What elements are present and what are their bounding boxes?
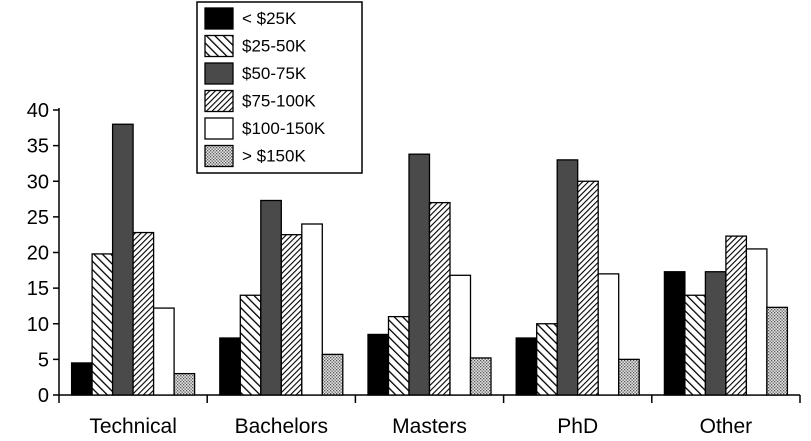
- bar-masters-150k: [469, 357, 492, 396]
- legend-swatch-25-50k: [204, 34, 234, 58]
- bars: [70, 123, 789, 396]
- bar-other-75-100k: [725, 235, 748, 396]
- legend-swatch-50-75k: [204, 62, 234, 85]
- legend-label-100-150k: $100-150K: [242, 119, 326, 138]
- y-tick-label: 10: [27, 314, 49, 336]
- y-axis: 0 5 10 15 20 25 30 35 40: [27, 100, 60, 407]
- bar-bachelors-75-100k: [280, 234, 303, 396]
- bar-technical-100-150k: [152, 307, 175, 396]
- legend-swatch-75-100k: [204, 89, 234, 113]
- x-tick-label-other: Other: [700, 415, 753, 438]
- y-tick-label: 0: [38, 385, 49, 407]
- bar-phd-25-50k: [536, 323, 558, 396]
- y-tick-label: 30: [27, 171, 49, 193]
- bar-other-150k: [766, 306, 789, 396]
- bar-technical-25-50k: [91, 253, 114, 396]
- bar-phd-75-100k: [577, 180, 599, 396]
- legend-label-150k: > $150K: [242, 147, 306, 166]
- bar-phd-150k: [618, 358, 640, 396]
- bar-other-25-50k: [684, 294, 707, 396]
- bar-other-100-150k: [745, 248, 768, 396]
- x-tick-label-technical: Technical: [89, 415, 177, 438]
- legend-swatch-25k: [204, 7, 234, 30]
- legend: < $25K $25-50K $50-75K $75-100K $100-150K > $…: [196, 1, 363, 174]
- bar-masters-75-100k: [428, 201, 451, 396]
- bar-masters-25k: [367, 333, 390, 396]
- bar-bachelors-25k: [219, 337, 241, 396]
- legend-label-50-75k: $50-75K: [242, 64, 307, 83]
- bar-technical-25k: [70, 362, 93, 396]
- legend-box: [196, 1, 363, 174]
- y-tick-label: 5: [38, 349, 49, 371]
- x-tick-label-bachelors: Bachelors: [235, 415, 328, 438]
- x-tick-label-masters: Masters: [392, 415, 467, 438]
- bar-phd-100-150k: [597, 273, 620, 396]
- bar-bachelors-25-50k: [239, 294, 262, 396]
- bar-technical-50-75k: [111, 123, 134, 396]
- x-axis: Technical Bachelors Masters PhD Other: [58, 394, 801, 438]
- bar-bachelors-50-75k: [260, 199, 282, 396]
- bar-technical-150k: [173, 372, 196, 396]
- legend-label-25-50k: $25-50K: [242, 37, 307, 56]
- y-tick-label: 15: [27, 278, 49, 300]
- bar-other-50-75k: [704, 271, 727, 396]
- y-tick-label: 20: [27, 243, 49, 265]
- bar-phd-50-75k: [556, 159, 579, 396]
- bar-bachelors-150k: [321, 353, 344, 396]
- bar-masters-50-75k: [408, 153, 431, 396]
- y-tick-label: 35: [27, 136, 49, 158]
- y-tick-label: 40: [27, 100, 49, 122]
- legend-label-25k: < $25K: [242, 9, 297, 28]
- bar-technical-75-100k: [132, 231, 155, 396]
- bar-phd-25k: [515, 337, 538, 396]
- legend-label-75-100k: $75-100K: [242, 92, 316, 111]
- legend-swatch-100-150k: [204, 117, 234, 140]
- bar-masters-100-150k: [449, 274, 472, 396]
- bar-other-25k: [663, 271, 686, 396]
- bar-masters-25-50k: [387, 315, 410, 396]
- legend-swatch-150k: [204, 144, 234, 168]
- y-tick-label: 25: [27, 207, 49, 229]
- bar-bachelors-100-150k: [301, 223, 323, 396]
- x-tick-label-phd: PhD: [557, 415, 598, 438]
